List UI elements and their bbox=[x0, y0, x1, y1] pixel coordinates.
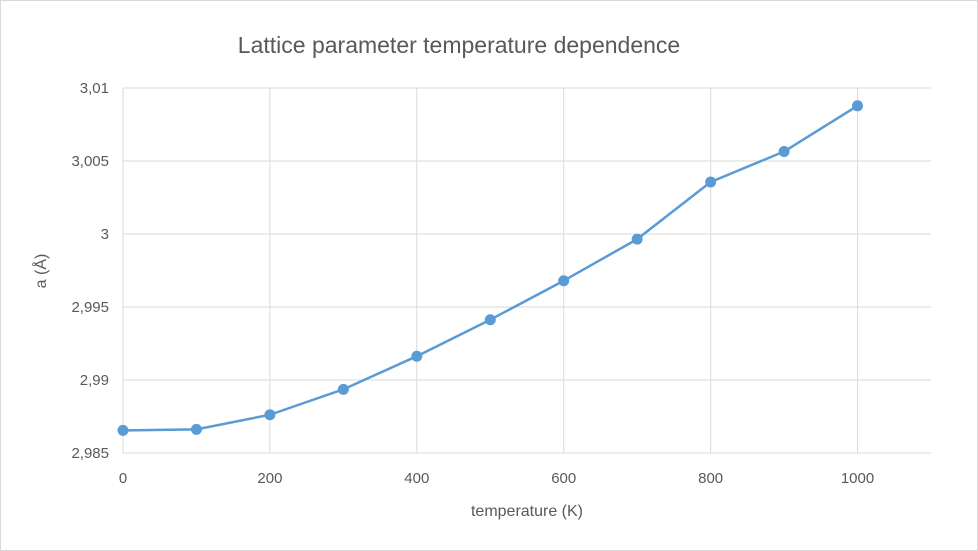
data-point bbox=[852, 100, 864, 112]
gridlines bbox=[123, 87, 931, 453]
chart-title: Lattice parameter temperature dependence bbox=[238, 32, 680, 58]
data-point bbox=[337, 383, 349, 395]
data-point bbox=[411, 350, 423, 362]
x-tick-label: 400 bbox=[404, 470, 429, 487]
y-tick-label: 2,995 bbox=[71, 299, 109, 316]
x-tick-label: 1000 bbox=[841, 470, 874, 487]
y-axis-title: a (Å) bbox=[31, 254, 50, 289]
y-tick-label: 3 bbox=[101, 226, 109, 243]
y-tick-label: 3,01 bbox=[80, 80, 109, 97]
x-axis-title: temperature (K) bbox=[471, 503, 583, 520]
axes: 2,985 2,99 2,995 3 3,005 3,01 0 200 400 600 800 100… bbox=[71, 80, 931, 487]
data-point bbox=[484, 314, 496, 326]
data-point bbox=[558, 275, 570, 287]
y-tick-label: 3,005 bbox=[71, 153, 109, 170]
data-point bbox=[190, 423, 202, 435]
x-tick-label: 600 bbox=[551, 470, 576, 487]
y-tick-label: 2,99 bbox=[80, 372, 109, 389]
data-point bbox=[778, 146, 790, 158]
data-point bbox=[705, 176, 717, 188]
y-tick-label: 2,985 bbox=[71, 445, 109, 462]
data-point bbox=[631, 233, 643, 245]
data-series bbox=[117, 100, 864, 436]
series-line bbox=[122, 104, 859, 432]
data-point bbox=[117, 424, 129, 436]
x-tick-label: 0 bbox=[119, 470, 127, 487]
x-tick-label: 200 bbox=[257, 470, 282, 487]
data-point bbox=[264, 409, 276, 421]
x-tick-label: 800 bbox=[698, 470, 723, 487]
